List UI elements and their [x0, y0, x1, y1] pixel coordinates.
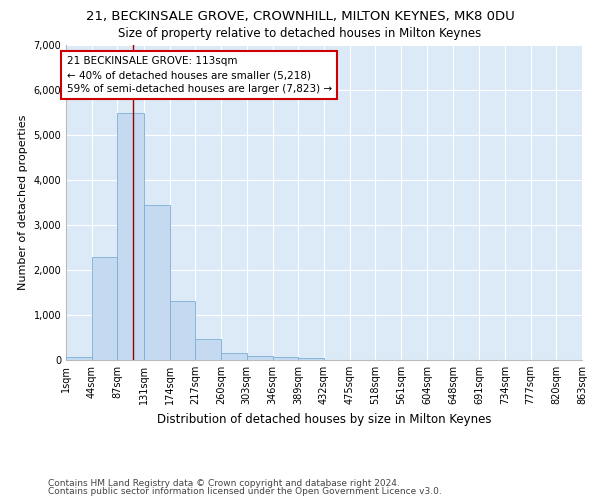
Bar	[170, 300, 195, 360]
Bar	[144, 205, 170, 360]
Text: Size of property relative to detached houses in Milton Keynes: Size of property relative to detached ho…	[118, 28, 482, 40]
Bar	[272, 357, 298, 360]
Text: 21, BECKINSALE GROVE, CROWNHILL, MILTON KEYNES, MK8 0DU: 21, BECKINSALE GROVE, CROWNHILL, MILTON …	[86, 10, 514, 23]
Bar	[92, 258, 118, 360]
Y-axis label: Number of detached properties: Number of detached properties	[18, 115, 28, 290]
Bar	[247, 356, 272, 360]
Bar	[66, 356, 92, 360]
Text: Contains public sector information licensed under the Open Government Licence v3: Contains public sector information licen…	[48, 487, 442, 496]
Bar	[118, 114, 144, 360]
Bar	[195, 340, 221, 360]
Text: 21 BECKINSALE GROVE: 113sqm
← 40% of detached houses are smaller (5,218)
59% of : 21 BECKINSALE GROVE: 113sqm ← 40% of det…	[67, 56, 332, 94]
X-axis label: Distribution of detached houses by size in Milton Keynes: Distribution of detached houses by size …	[157, 412, 491, 426]
Text: Contains HM Land Registry data © Crown copyright and database right 2024.: Contains HM Land Registry data © Crown c…	[48, 478, 400, 488]
Bar	[298, 358, 324, 360]
Bar	[221, 353, 247, 360]
